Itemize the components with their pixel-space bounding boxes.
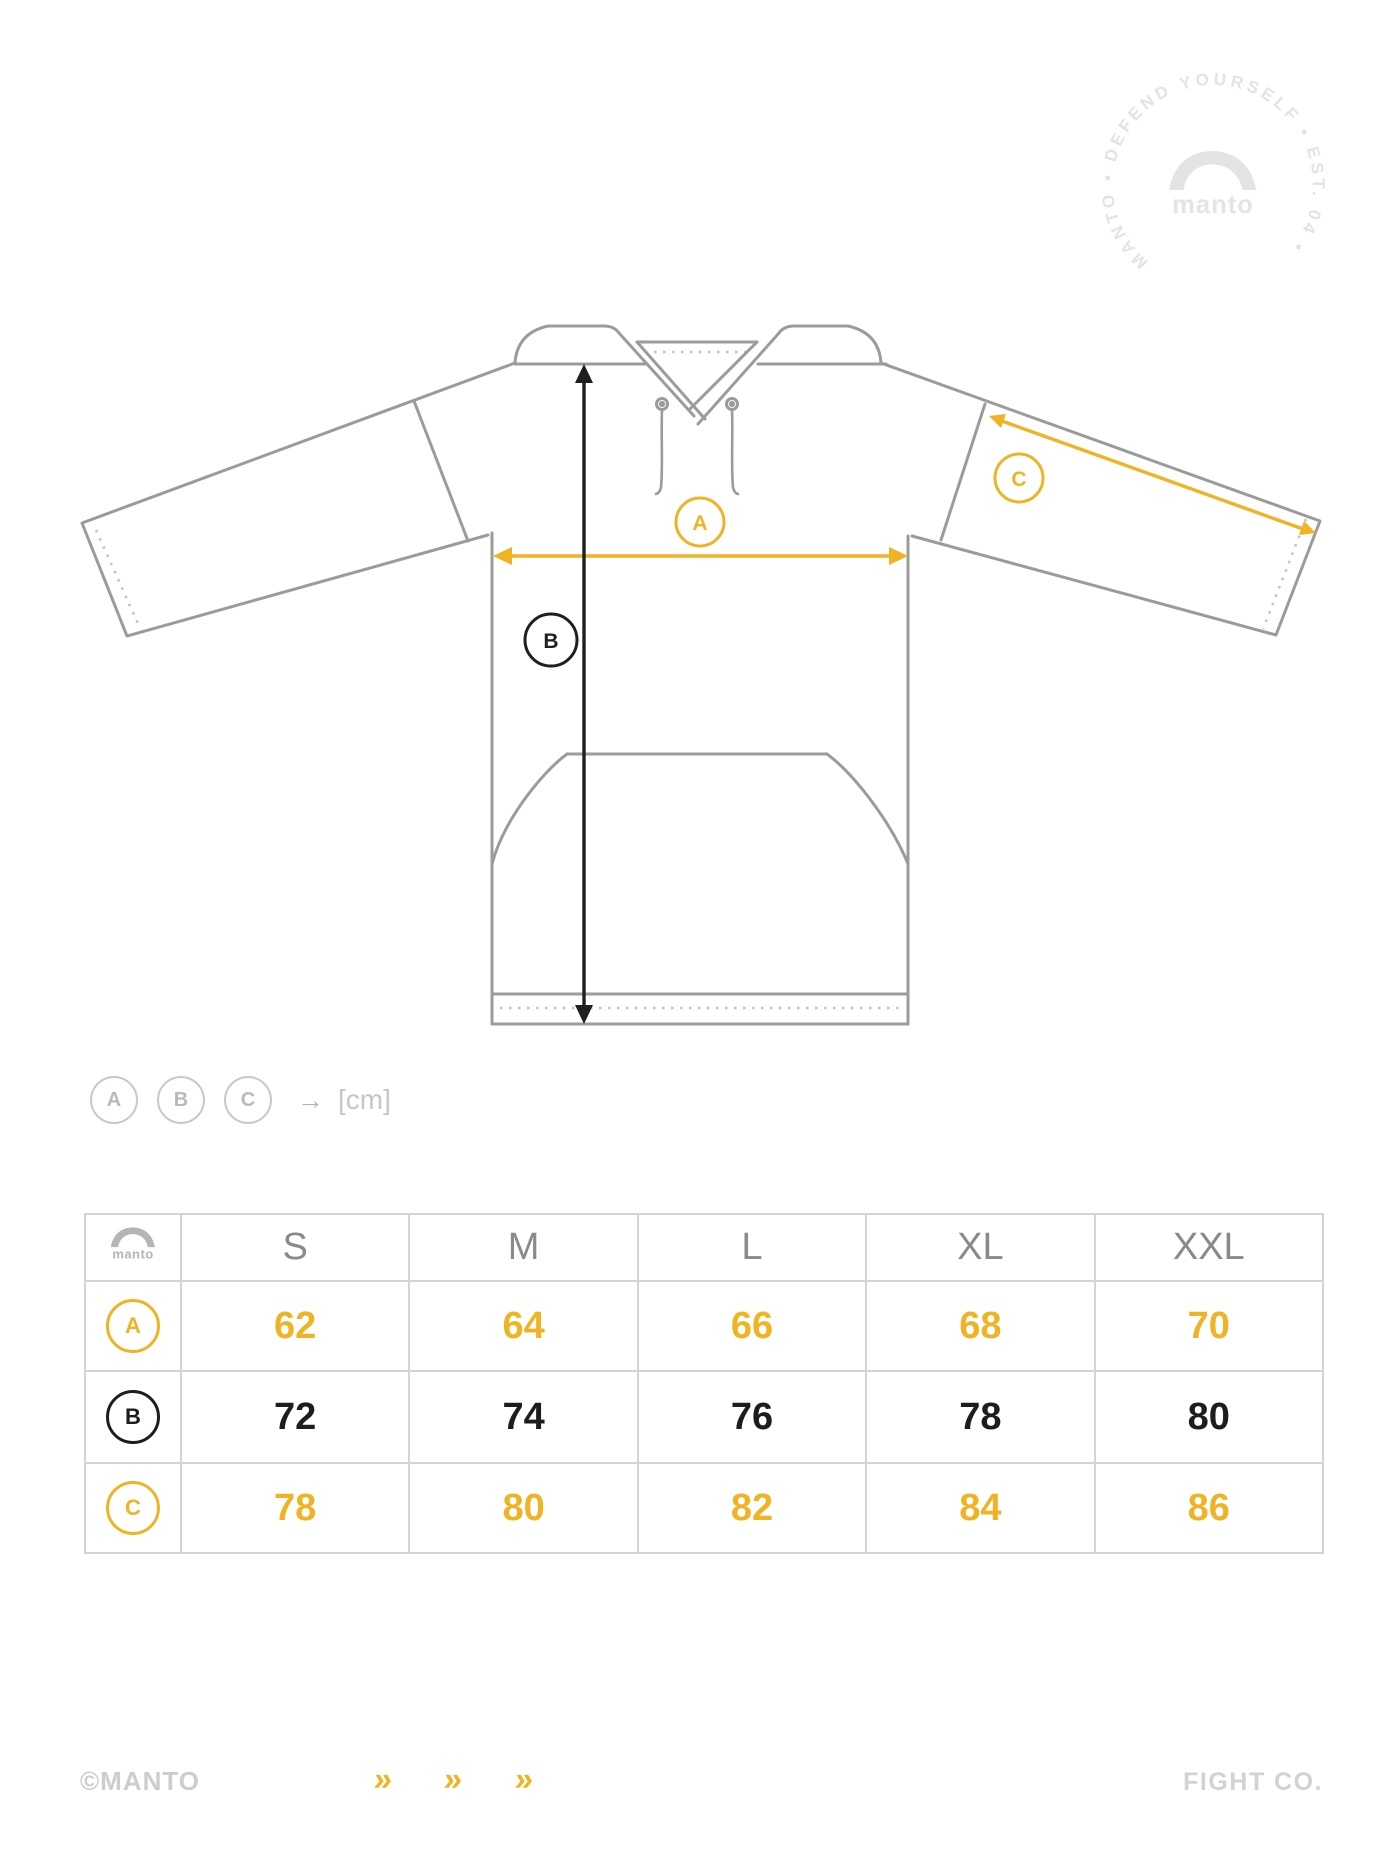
right-cuff-stitch <box>1261 518 1308 630</box>
table-cell: 66 <box>636 1280 868 1372</box>
legend-letter-a: A <box>106 1088 122 1111</box>
size-table: S M L XL XXL A 62 64 66 68 70 B 72 74 76… <box>84 1213 1325 1554</box>
table-row-c: C 78 80 82 84 86 <box>84 1462 1325 1554</box>
legend-circle-b: B <box>157 1076 205 1124</box>
row-label-cell: A <box>84 1280 182 1372</box>
row-label-cell: B <box>84 1370 182 1464</box>
measure-a-letter: A <box>692 512 707 535</box>
left-eyelet <box>655 397 669 411</box>
col-header-s: S <box>179 1213 411 1282</box>
kangaroo-pocket <box>490 752 910 866</box>
legend-letter-b: B <box>173 1088 189 1111</box>
measure-arrow-a <box>493 547 908 565</box>
hoodie-diagram: A B C <box>80 324 1322 1026</box>
table-cell: 80 <box>1093 1370 1325 1464</box>
table-logo-cell <box>84 1213 182 1282</box>
legend-unit: [cm] <box>338 1084 391 1115</box>
right-armhole-seam <box>939 402 987 542</box>
col-header-m: M <box>408 1213 639 1282</box>
row-b-badge: B <box>106 1390 160 1444</box>
table-cell: 76 <box>636 1370 868 1464</box>
legend: A B C → [cm] <box>90 1076 391 1124</box>
measure-circle-a: A <box>674 496 726 548</box>
table-cell: 68 <box>865 1280 1096 1372</box>
measure-b-letter: B <box>543 630 558 653</box>
chevron-icon: » <box>442 1760 465 1797</box>
measure-circle-b: B <box>523 612 579 668</box>
table-cell: 80 <box>408 1462 639 1554</box>
row-label-cell: C <box>84 1462 182 1554</box>
table-cell: 86 <box>1093 1462 1325 1554</box>
left-armhole-seam <box>412 399 470 543</box>
table-cell: 78 <box>865 1370 1096 1464</box>
body-outline <box>490 531 910 1026</box>
col-header-l: L <box>636 1213 868 1282</box>
table-manto-logo <box>110 1227 156 1262</box>
manto-watermark-badge: manto MANTO • DEFEND YOURSELF • EST. 04 … <box>1098 70 1324 273</box>
right-eyelet <box>725 397 739 411</box>
legend-letter-c: C <box>240 1088 256 1111</box>
footer-copyright: ©MANTO <box>80 1766 201 1796</box>
col-header-xl: XL <box>865 1213 1096 1282</box>
table-cell: 84 <box>865 1462 1096 1554</box>
table-cell: 70 <box>1093 1280 1325 1372</box>
measure-arrow-c <box>989 414 1316 535</box>
table-row-b: B 72 74 76 78 80 <box>84 1370 1325 1464</box>
table-cell: 72 <box>179 1370 411 1464</box>
legend-circle-c: C <box>224 1076 272 1124</box>
footer-brand: FIGHT CO. <box>1183 1768 1323 1796</box>
table-row-a: A 62 64 66 68 70 <box>84 1280 1325 1372</box>
table-cell: 82 <box>636 1462 868 1554</box>
left-sleeve <box>80 361 517 638</box>
legend-arrow-icon: → <box>297 1084 324 1115</box>
footer-chevrons: » » » <box>372 1760 585 1798</box>
hood-outline <box>513 324 888 426</box>
row-a-badge: A <box>106 1299 160 1353</box>
legend-circle-a: A <box>90 1076 138 1124</box>
v-right-inner <box>687 340 759 412</box>
chevron-icon: » <box>512 1760 536 1797</box>
measure-c-letter: C <box>1011 468 1026 491</box>
row-c-badge: C <box>106 1481 160 1535</box>
table-cell: 78 <box>179 1462 411 1554</box>
col-header-xxl: XXL <box>1093 1213 1325 1282</box>
right-sleeve <box>879 361 1322 637</box>
table-cell: 62 <box>179 1280 411 1372</box>
table-cell: 64 <box>408 1280 639 1372</box>
table-header-row: S M L XL XXL <box>84 1213 1325 1282</box>
drawstrings <box>654 397 740 496</box>
table-cell: 74 <box>408 1370 639 1464</box>
measure-arrow-b <box>575 364 593 1024</box>
chevron-icon: » <box>372 1760 395 1797</box>
measure-circle-c: C <box>993 452 1045 504</box>
v-left-inner <box>635 340 707 421</box>
